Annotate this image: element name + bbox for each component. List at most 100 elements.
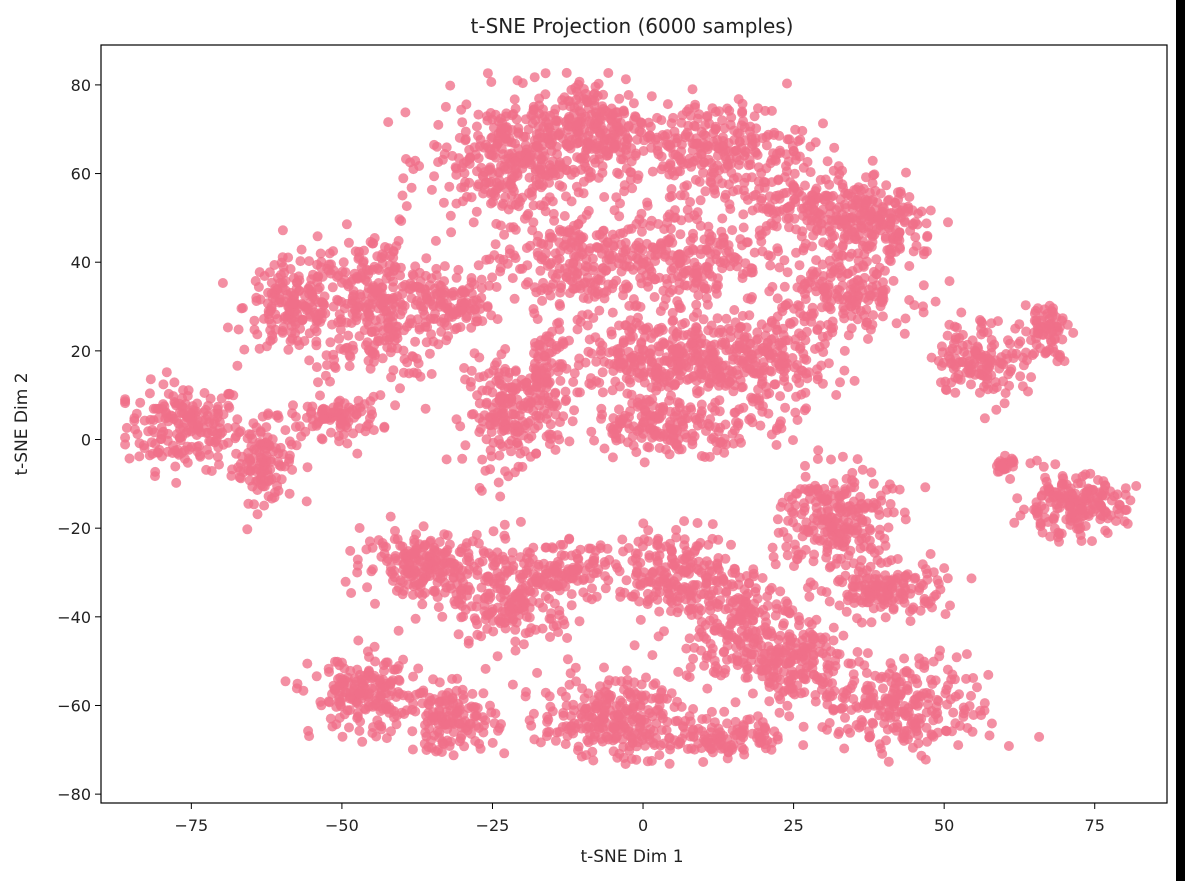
- data-point: [364, 652, 374, 662]
- data-point: [376, 253, 387, 263]
- data-point: [429, 171, 440, 182]
- data-point: [267, 293, 278, 303]
- data-point: [918, 280, 929, 291]
- data-point: [750, 133, 761, 144]
- data-point: [235, 473, 246, 484]
- data-point: [867, 231, 878, 242]
- data-point: [304, 256, 315, 267]
- data-point: [214, 459, 224, 470]
- data-point: [1041, 347, 1052, 358]
- data-point: [506, 160, 517, 170]
- data-point: [352, 448, 363, 459]
- data-point: [386, 372, 397, 383]
- data-point: [625, 331, 635, 342]
- data-point: [1030, 506, 1041, 517]
- data-point: [805, 269, 816, 280]
- data-point: [580, 277, 591, 288]
- data-point: [500, 344, 511, 354]
- data-point: [1087, 536, 1097, 547]
- data-point: [438, 197, 449, 208]
- data-point: [539, 151, 550, 162]
- data-point: [634, 424, 645, 435]
- data-point: [1020, 300, 1031, 311]
- data-point: [451, 272, 462, 283]
- data-point: [669, 438, 680, 448]
- data-point: [761, 140, 772, 151]
- data-point: [435, 573, 446, 584]
- data-point: [193, 422, 204, 433]
- data-point: [170, 461, 181, 472]
- data-point: [340, 576, 351, 587]
- data-point: [343, 281, 354, 292]
- data-point: [472, 629, 483, 640]
- data-point: [497, 408, 508, 419]
- data-point: [482, 68, 493, 79]
- data-point: [491, 357, 502, 368]
- data-point: [332, 272, 342, 282]
- data-point: [435, 280, 446, 291]
- data-point: [248, 418, 259, 429]
- data-point: [396, 216, 407, 226]
- data-point: [145, 374, 156, 385]
- data-point: [481, 434, 492, 445]
- data-point: [426, 184, 437, 195]
- data-point: [946, 377, 957, 388]
- data-point: [418, 305, 429, 316]
- data-point: [317, 414, 328, 425]
- data-point: [486, 77, 497, 87]
- data-point: [717, 115, 728, 126]
- data-point: [814, 341, 825, 352]
- data-point: [503, 471, 514, 482]
- data-point: [515, 594, 526, 605]
- data-point: [606, 329, 617, 340]
- data-point: [793, 136, 804, 147]
- data-point: [730, 145, 741, 156]
- data-point: [236, 303, 247, 314]
- data-point: [532, 134, 543, 145]
- data-point: [368, 356, 379, 367]
- data-point: [339, 663, 350, 674]
- data-point: [344, 722, 354, 733]
- data-point: [543, 239, 554, 250]
- data-point: [295, 256, 306, 267]
- data-point: [362, 337, 373, 348]
- data-point: [182, 457, 193, 468]
- data-point: [706, 340, 717, 351]
- window-edge: [1176, 0, 1185, 881]
- data-point: [550, 566, 561, 577]
- data-point: [311, 336, 322, 347]
- data-point: [599, 134, 610, 145]
- data-point: [921, 246, 932, 257]
- data-point: [1093, 475, 1103, 485]
- data-point: [401, 201, 412, 212]
- data-point: [740, 191, 751, 201]
- data-point: [684, 373, 695, 384]
- data-point: [753, 384, 764, 395]
- data-point: [572, 575, 583, 586]
- data-point: [792, 282, 803, 293]
- data-point: [476, 274, 487, 285]
- data-point: [415, 556, 426, 567]
- data-point: [437, 611, 448, 622]
- data-point: [156, 422, 167, 433]
- data-point: [732, 184, 743, 195]
- data-point: [383, 553, 393, 564]
- data-point: [301, 496, 312, 507]
- data-point: [506, 446, 516, 457]
- data-point: [628, 98, 639, 109]
- data-point: [922, 230, 933, 241]
- data-point: [120, 432, 131, 443]
- data-point: [967, 335, 978, 346]
- data-point: [812, 371, 823, 382]
- data-point: [297, 314, 308, 325]
- data-point: [353, 395, 364, 406]
- data-point: [725, 261, 736, 272]
- data-point: [410, 299, 421, 310]
- data-point: [714, 106, 725, 117]
- data-point: [589, 291, 600, 302]
- data-point: [770, 194, 781, 205]
- data-point: [312, 231, 323, 242]
- data-point: [528, 405, 539, 416]
- data-point: [768, 148, 779, 159]
- data-point: [756, 236, 767, 247]
